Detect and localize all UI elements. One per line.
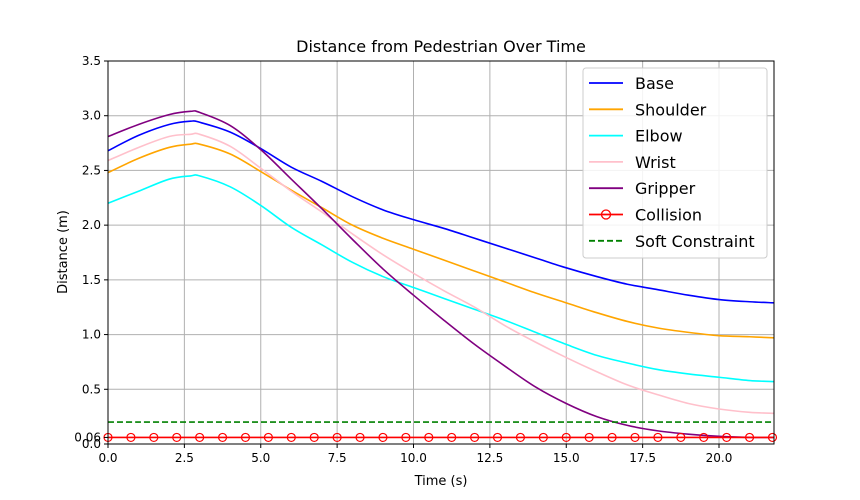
plot-frame: [107, 60, 775, 445]
collision-marker: [149, 432, 159, 443]
legend-marker-collision: [600, 209, 612, 220]
y-tick-label: 3.0: [82, 109, 101, 123]
series-group: [103, 110, 778, 443]
series-line-base: [107, 120, 775, 304]
collision-marker: [378, 432, 388, 443]
y-tick-label: 1.0: [82, 328, 101, 342]
series-line-elbow: [107, 174, 775, 383]
legend-label-base: Base: [635, 74, 674, 93]
x-axis-label: Time (s): [414, 474, 468, 489]
y-axis-label: Distance (m): [56, 210, 71, 294]
collision-marker: [767, 432, 778, 443]
collision-marker: [355, 432, 365, 443]
collision-marker: [470, 432, 480, 443]
collision-marker: [607, 432, 617, 443]
legend-label-soft-constraint: Soft Constraint: [635, 232, 755, 251]
y-tick-label: 2.0: [82, 218, 101, 232]
legend-label-gripper: Gripper: [635, 179, 696, 198]
x-tick-label: 17.5: [629, 451, 656, 465]
collision-marker: [630, 432, 640, 443]
y-tick-label: 0.0: [82, 437, 101, 451]
legend-label-collision: Collision: [635, 206, 702, 225]
collision-marker: [653, 432, 663, 443]
collision-marker: [126, 432, 136, 443]
x-tick-label: 20.0: [706, 451, 733, 465]
collision-marker: [447, 432, 457, 443]
x-tick-label: 0.0: [98, 451, 117, 465]
collision-marker: [699, 432, 709, 443]
collision-marker: [240, 432, 251, 443]
legend-label-shoulder: Shoulder: [635, 100, 707, 119]
collision-marker: [744, 432, 755, 443]
x-tick-label: 5.0: [251, 451, 270, 465]
y-tick-label: 2.5: [82, 163, 101, 177]
axis-ticks: 0.0 2.5 5.0 7.5 10.0 12.5 15.0 17.5 20.00.00.060…: [74, 54, 732, 465]
collision-marker: [309, 432, 319, 443]
legend-label-wrist: Wrist: [635, 153, 676, 172]
collision-marker: [492, 432, 503, 443]
collision-marker: [515, 432, 526, 443]
collision-marker: [722, 432, 732, 443]
series-line-shoulder: [107, 142, 775, 339]
collision-marker: [584, 432, 594, 443]
collision-marker: [286, 432, 296, 443]
series-line-gripper: [107, 110, 775, 439]
legend-box: [582, 67, 768, 259]
collision-marker: [401, 432, 411, 443]
y-tick-label: 1.5: [82, 273, 101, 287]
y-tick-label: 0.5: [82, 382, 101, 396]
collision-marker: [332, 432, 342, 443]
x-tick-label: 12.5: [477, 451, 504, 465]
collision-marker: [424, 432, 434, 443]
collision-marker: [676, 432, 686, 443]
y-tick-label: 3.5: [82, 54, 101, 68]
collision-marker: [172, 432, 182, 443]
x-tick-label: 10.0: [400, 451, 427, 465]
collision-marker: [263, 432, 273, 443]
y-tick-label: 0.06: [74, 430, 101, 444]
x-tick-label: 15.0: [553, 451, 580, 465]
collision-marker: [195, 432, 205, 443]
collision-marker: [217, 432, 228, 443]
series-line-wrist: [107, 132, 775, 415]
collision-marker: [538, 432, 548, 443]
legend: Base Shoulder Elbow Wrist Gripper Collision So…: [582, 67, 768, 259]
collision-marker: [561, 432, 571, 443]
chart-title: Distance from Pedestrian Over Time: [296, 37, 586, 56]
legend-label-elbow: Elbow: [635, 127, 683, 146]
x-tick-label: 7.5: [328, 451, 347, 465]
x-tick-label: 2.5: [175, 451, 194, 465]
